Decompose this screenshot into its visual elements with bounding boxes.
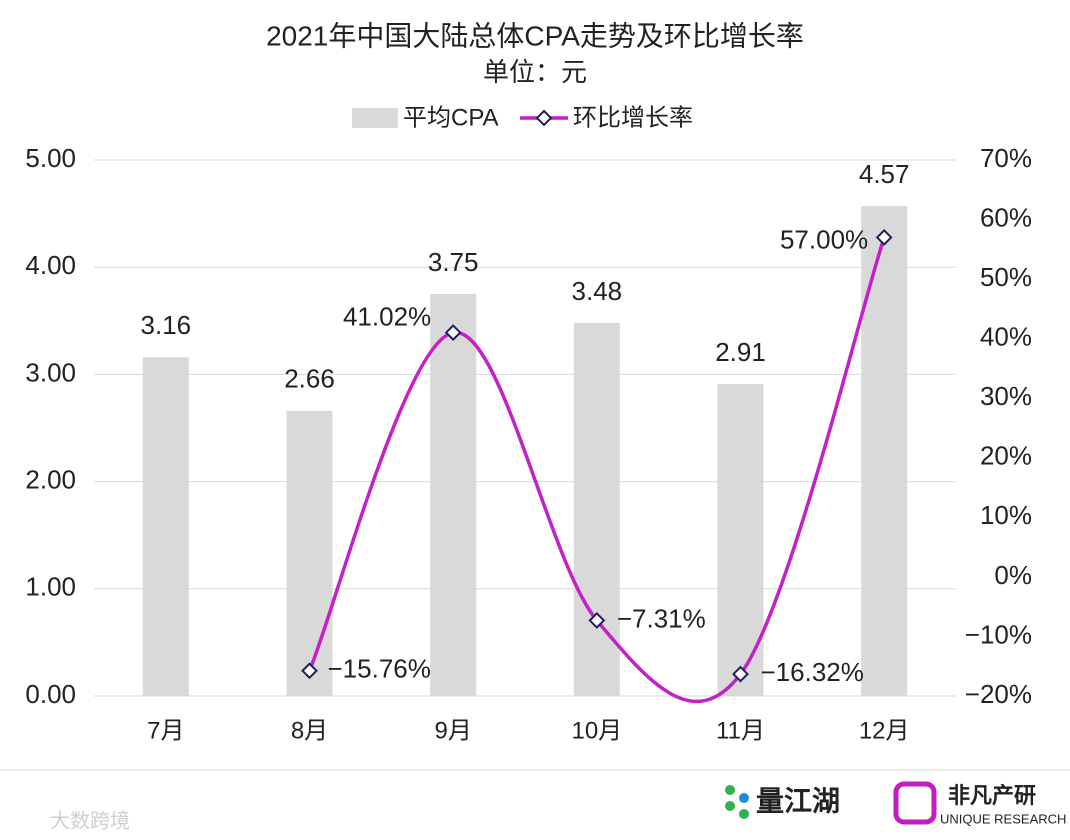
line-value-label: −16.32% <box>761 657 864 687</box>
bar <box>861 206 908 696</box>
y-tick-label: 1.00 <box>25 572 76 602</box>
legend-label: 环比增长率 <box>573 104 693 131</box>
marker <box>875 229 893 246</box>
marker <box>444 324 462 342</box>
marker <box>588 612 606 629</box>
legend-swatch <box>352 108 398 128</box>
y2-tick-label: 50% <box>980 262 1032 292</box>
watermark: 大数跨境 <box>50 809 130 832</box>
x-tick-label: 9月 <box>434 717 471 744</box>
marker <box>732 665 749 683</box>
line-value-label: 41.02% <box>343 301 431 331</box>
y2-tick-label: 40% <box>980 322 1032 352</box>
x-tick-label: 11月 <box>716 717 765 744</box>
bar-value-label: 2.91 <box>715 337 766 367</box>
line-value-label: 57.00% <box>780 224 868 254</box>
x-tick-label: 10月 <box>571 717 622 744</box>
chart-title: 2021年中国大陆总体CPA走势及环比增长率 <box>266 20 804 51</box>
chart-subtitle: 单位：元 <box>483 57 587 87</box>
y-tick-label: 4.00 <box>25 250 76 280</box>
y2-tick-label: 30% <box>980 381 1032 411</box>
x-tick-label: 12月 <box>859 717 910 744</box>
y-tick-label: 2.00 <box>25 464 76 494</box>
y2-tick-label: 20% <box>980 441 1032 471</box>
bar-value-label: 4.57 <box>859 159 910 189</box>
bar-value-label: 3.75 <box>428 247 479 277</box>
marker <box>301 662 318 680</box>
logo-2-sub: UNIQUE RESEARCH <box>940 811 1066 826</box>
y2-tick-label: −10% <box>965 619 1032 649</box>
bar <box>142 357 189 696</box>
logo-1: 量江湖 <box>725 785 840 819</box>
line-value-label: −15.76% <box>328 654 431 684</box>
bar <box>286 410 333 696</box>
y2-tick-label: 10% <box>980 500 1032 530</box>
bar-value-label: 3.48 <box>572 276 623 306</box>
logo-2-text: 非凡产研 <box>948 783 1036 808</box>
logo-2: 非凡产研 UNIQUE RESEARCH <box>893 781 1066 826</box>
y-tick-label: 3.00 <box>25 357 76 387</box>
y-tick-label: 5.00 <box>25 143 76 173</box>
bar <box>430 294 477 696</box>
y2-tick-label: 70% <box>980 143 1032 173</box>
y2-tick-label: 60% <box>980 202 1032 232</box>
legend-label: 平均CPA <box>403 104 499 131</box>
y2-tick-label: −20% <box>965 679 1032 709</box>
line-value-label: −7.31% <box>617 603 706 633</box>
y2-tick-label: 0% <box>994 560 1032 590</box>
bar-value-label: 2.66 <box>284 364 335 394</box>
legend-marker <box>535 109 553 127</box>
y-tick-label: 0.00 <box>25 679 76 709</box>
x-tick-label: 7月 <box>147 717 184 744</box>
bar <box>573 322 620 696</box>
x-tick-label: 8月 <box>291 717 328 744</box>
logo-1-text: 量江湖 <box>756 785 840 816</box>
bar-value-label: 3.16 <box>141 310 192 340</box>
